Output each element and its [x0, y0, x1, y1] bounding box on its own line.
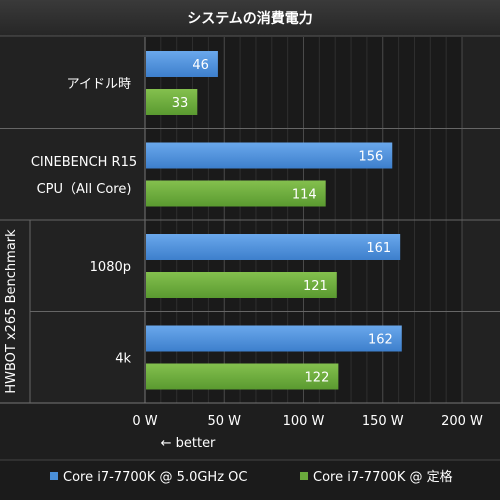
axis-note: ← better: [161, 436, 216, 451]
chart-title: システムの消費電力: [187, 10, 313, 27]
category-label: CPU（All Core): [37, 182, 132, 197]
legend-swatch: [300, 472, 308, 480]
bar-value-label: 46: [192, 58, 209, 73]
bar-oc: [146, 51, 218, 77]
x-tick-label: 100 W: [283, 414, 325, 429]
x-axis-ticks: 0 W 50 W 100 W 150 W 200 W: [132, 414, 483, 429]
group-separators: [0, 128, 500, 403]
category-label: 4k: [115, 351, 131, 366]
category-label: 1080p: [90, 260, 131, 275]
bar-stock: [146, 363, 339, 390]
bar-value-label: 121: [303, 279, 328, 294]
bars: 46 33 156 114 161 121 162 122: [146, 51, 402, 390]
legend-swatch: [50, 472, 58, 480]
group-label: HWBOT x265 Benchmark: [4, 229, 19, 394]
x-tick-label: 0 W: [132, 414, 157, 429]
bar-value-label: 114: [292, 188, 317, 203]
category-label: CINEBENCH R15: [31, 155, 137, 170]
bar-stock: [146, 180, 326, 207]
title-bar: [0, 0, 500, 36]
legend: Core i7-7700K @ 5.0GHz OC Core i7-7700K @…: [50, 469, 453, 485]
legend-label: Core i7-7700K @ 5.0GHz OC: [63, 470, 247, 485]
bar-stock: [146, 272, 337, 298]
bar-oc: [146, 234, 401, 260]
legend-label: Core i7-7700K @ 定格: [313, 469, 453, 485]
legend-bar: [0, 460, 500, 500]
bar-value-label: 156: [358, 150, 383, 165]
bar-value-label: 33: [172, 96, 189, 111]
bar-value-label: 122: [305, 371, 330, 386]
bar-value-label: 162: [368, 333, 393, 348]
x-tick-label: 200 W: [441, 414, 483, 429]
bar-oc: [146, 142, 393, 169]
bar-stock: [146, 89, 198, 115]
bar-oc: [146, 325, 402, 352]
category-labels: アイドル時 CINEBENCH R15 CPU（All Core) 1080p 4k HW…: [4, 77, 137, 394]
category-label: アイドル時: [67, 77, 131, 92]
x-tick-label: 50 W: [207, 414, 241, 429]
x-tick-label: 150 W: [362, 414, 404, 429]
bar-value-label: 161: [366, 241, 391, 256]
